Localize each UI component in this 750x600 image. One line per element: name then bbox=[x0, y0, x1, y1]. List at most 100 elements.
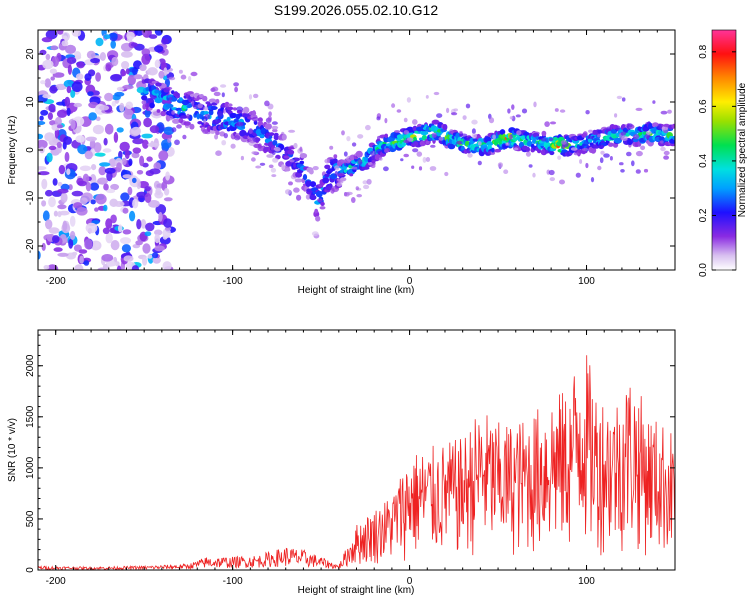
spectrogram-cell bbox=[102, 227, 110, 235]
spectrogram-cell bbox=[203, 118, 207, 124]
spectrogram-cell bbox=[141, 133, 153, 139]
spectrogram-cell bbox=[616, 95, 623, 100]
spectrogram-cell bbox=[222, 108, 226, 114]
spectrogram-cell bbox=[167, 137, 172, 143]
spectrogram-cell bbox=[663, 150, 670, 156]
spectrogram-cell bbox=[271, 125, 279, 130]
spectrogram-cell bbox=[139, 155, 145, 167]
spectrogram-cell bbox=[141, 30, 148, 36]
spectrogram-cell bbox=[135, 240, 143, 246]
spectrogram-cell bbox=[379, 157, 383, 161]
spectrogram-cell bbox=[447, 143, 456, 150]
spectrogram-cell bbox=[169, 96, 173, 101]
spectrogram-cell bbox=[272, 140, 278, 146]
spectrogram-cell bbox=[139, 64, 147, 72]
spectrogram-cell bbox=[38, 133, 44, 140]
spectrogram-cell bbox=[113, 201, 125, 207]
spectrogram-cell bbox=[211, 102, 218, 106]
spectrogram-cell bbox=[366, 178, 372, 185]
spectrogram-cell bbox=[163, 188, 170, 196]
spectrogram-cell bbox=[324, 164, 331, 170]
spectrogram-cell bbox=[142, 162, 149, 168]
spectrogram-cell bbox=[264, 100, 270, 107]
spectrogram-cell bbox=[64, 151, 70, 163]
spectrogram-cell bbox=[178, 69, 183, 74]
spectrogram-cell bbox=[394, 130, 401, 134]
spectrogram-cell bbox=[155, 82, 162, 87]
spectrogram-cell bbox=[158, 70, 165, 79]
spectrogram-cell bbox=[585, 162, 589, 169]
spectrogram-xtick-label: -200 bbox=[46, 276, 66, 287]
spectrogram-cell bbox=[240, 155, 244, 161]
spectrogram-cell bbox=[579, 159, 583, 164]
spectrogram-cell bbox=[351, 142, 357, 147]
spectrogram-cell bbox=[148, 200, 160, 208]
spectrogram-marks bbox=[38, 30, 675, 270]
spectrogram-cell bbox=[315, 212, 320, 217]
spectrogram-cell bbox=[45, 189, 53, 197]
spectrogram-cell bbox=[106, 188, 116, 194]
spectrogram-cell bbox=[513, 147, 519, 151]
spectrogram-cell bbox=[575, 172, 581, 178]
spectrogram-cell bbox=[365, 124, 371, 131]
spectrogram-cell bbox=[548, 169, 555, 176]
spectrogram-cell bbox=[116, 162, 122, 173]
spectrogram-cell bbox=[537, 148, 542, 154]
spectrogram-cell bbox=[471, 133, 477, 139]
spectrogram-cell bbox=[355, 150, 363, 158]
spectrogram-cell bbox=[95, 116, 101, 122]
spectrogram-cell bbox=[79, 255, 84, 264]
spectrogram-cell bbox=[186, 113, 191, 120]
spectrogram-cell bbox=[38, 171, 50, 176]
spectrogram-cell bbox=[609, 156, 613, 161]
spectrogram-cell bbox=[145, 222, 155, 232]
spectrogram-cell bbox=[55, 83, 67, 91]
spectrogram-cell bbox=[128, 158, 133, 166]
spectrogram-cell bbox=[154, 45, 164, 53]
spectrogram-cell bbox=[369, 150, 377, 157]
spectrogram-cell bbox=[41, 242, 46, 251]
spectrogram-cell bbox=[152, 252, 159, 259]
spectrogram-cell bbox=[77, 180, 87, 187]
spectrogram-cell bbox=[84, 150, 93, 160]
spectrogram-cell bbox=[667, 109, 672, 114]
spectrogram-cell bbox=[70, 119, 76, 130]
spectrogram-cell bbox=[84, 238, 93, 250]
spectrogram-cell bbox=[671, 123, 675, 129]
spectrogram-cell bbox=[299, 160, 305, 165]
spectrogram-cell bbox=[433, 91, 440, 96]
colorbar-label: Normalized spectral amplitude bbox=[737, 82, 748, 217]
spectrogram-cell bbox=[251, 151, 258, 155]
spectrogram-cell bbox=[471, 128, 476, 135]
spectrogram-cell bbox=[79, 165, 92, 172]
snr-ytick-label: 0 bbox=[25, 567, 36, 573]
spectrogram-cell bbox=[57, 188, 69, 194]
spectrogram-cell bbox=[660, 140, 664, 144]
spectrogram-cell bbox=[635, 169, 641, 174]
spectrogram-cell bbox=[453, 108, 459, 112]
spectrogram-cell bbox=[103, 34, 111, 40]
spectrogram-cell bbox=[540, 137, 547, 142]
spectrogram-cell bbox=[44, 78, 51, 88]
spectrogram-cell bbox=[98, 166, 107, 176]
spectrogram-cell bbox=[116, 86, 125, 91]
spectrogram-cell bbox=[259, 162, 266, 166]
spectrogram-cell bbox=[43, 265, 50, 270]
spectrogram-cell bbox=[462, 115, 467, 120]
spectrogram-ytick-label: 0 bbox=[25, 147, 36, 153]
spectrogram-cell bbox=[127, 186, 133, 196]
spectrogram-cell bbox=[234, 86, 239, 93]
spectrogram-cell bbox=[136, 191, 148, 198]
spectrogram-cell bbox=[99, 162, 111, 167]
spectrogram-cell bbox=[163, 218, 173, 228]
spectrogram-cell bbox=[103, 137, 108, 146]
spectrogram-cell bbox=[343, 151, 348, 157]
spectrogram-cell bbox=[215, 98, 220, 104]
spectrogram-cell bbox=[383, 166, 389, 172]
spectrogram-cell bbox=[220, 84, 227, 88]
spectrogram-cell bbox=[294, 178, 303, 183]
spectrogram-cell bbox=[255, 165, 262, 169]
spectrogram-cell bbox=[631, 160, 635, 167]
